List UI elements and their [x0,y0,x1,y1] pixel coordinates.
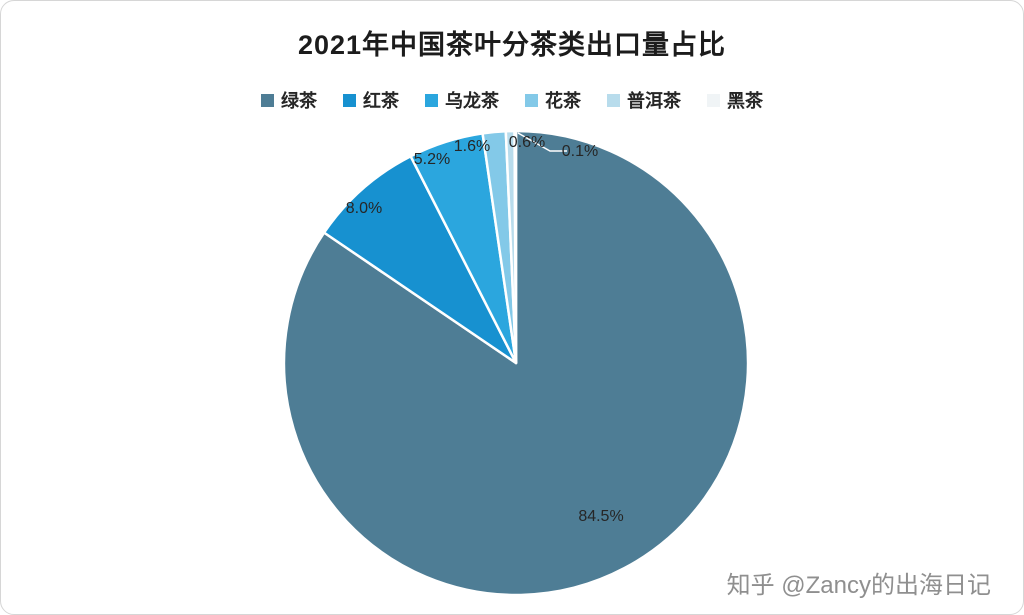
watermark: 知乎 @Zancy的出海日记 [726,572,991,599]
legend-marker-icon [261,93,274,107]
legend-marker-icon [525,93,538,107]
chart-title: 2021年中国茶叶分茶类出口量占比 [297,30,727,60]
pie-slice [322,155,518,365]
slice-label: 0.6% [509,134,545,151]
legend-label: 花茶 [545,91,581,111]
legend-marker-icon [425,93,438,107]
legend-marker-icon [607,93,620,107]
legend-item: 绿茶 [261,87,317,113]
slice-label: 0.1% [562,143,598,160]
slice-label: 5.2% [414,151,450,168]
legend-label: 乌龙茶 [445,91,499,111]
legend-label: 黑茶 [727,91,763,111]
legend-item: 普洱茶 [607,87,681,113]
legend-label: 普洱茶 [627,91,681,111]
slice-label: 8.0% [346,200,382,217]
legend-item: 黑茶 [707,87,763,113]
legend-item: 红茶 [343,87,399,113]
legend-label: 绿茶 [281,91,317,111]
legend-item: 花茶 [525,87,581,113]
slice-label: 84.5% [578,508,623,525]
slice-label: 1.6% [454,138,490,155]
legend-label: 红茶 [363,91,399,111]
legend-item: 乌龙茶 [425,87,499,113]
legend-marker-icon [707,93,720,107]
legend: 绿茶 红茶 乌龙茶 花茶 普洱茶 黑茶 [1,87,1023,113]
leader-line [517,132,567,152]
legend-marker-icon [343,93,356,107]
pie-slice [513,129,518,365]
